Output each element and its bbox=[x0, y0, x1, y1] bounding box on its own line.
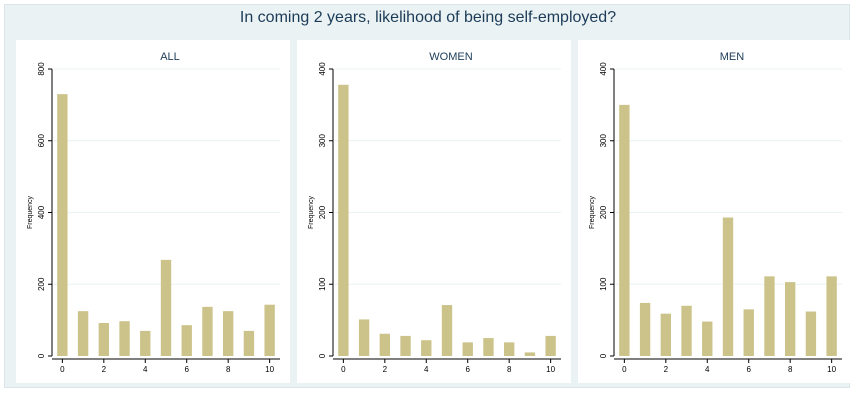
bar-all-5 bbox=[160, 259, 172, 356]
x-tick-label: 10 bbox=[265, 365, 274, 374]
panel-all: ALL 0 200 400 600 800 Frequency 0 2 4 6 8 10 bbox=[16, 40, 290, 383]
y-axis-label: Frequency bbox=[589, 195, 596, 229]
bar-women-1 bbox=[358, 319, 370, 356]
y-tick-label: 0 bbox=[318, 353, 327, 358]
y-tick-label: 200 bbox=[37, 277, 46, 291]
x-tick-label: 4 bbox=[143, 365, 148, 374]
bar-all-1 bbox=[77, 311, 89, 356]
bar-men-5 bbox=[722, 217, 734, 356]
x-tick-label: 6 bbox=[185, 365, 190, 374]
panel-men: MEN 0 100 200 300 400 Frequency 0 2 4 6 8 10 bbox=[578, 40, 852, 383]
x-tick-label: 10 bbox=[546, 365, 555, 374]
bar-all-6 bbox=[181, 325, 192, 356]
bar-men-1 bbox=[639, 302, 651, 356]
panel-title-women: WOMEN bbox=[429, 51, 472, 63]
x-tick-label: 8 bbox=[507, 365, 512, 374]
bar-women-4 bbox=[421, 340, 432, 356]
x-tick-label: 6 bbox=[747, 365, 752, 374]
y-axis-label: Frequency bbox=[308, 195, 315, 229]
bar-men-0 bbox=[619, 104, 630, 356]
panel-title-all: ALL bbox=[160, 51, 180, 63]
bar-men-4 bbox=[702, 321, 713, 356]
y-tick-label: 400 bbox=[599, 62, 608, 76]
y-tick-label: 0 bbox=[37, 353, 46, 358]
x-tick-label: 2 bbox=[664, 365, 669, 374]
y-tick-label: 400 bbox=[37, 205, 46, 219]
chart-svg-men: MEN 0 100 200 300 400 Frequency 0 2 4 6 8 10 bbox=[589, 51, 842, 374]
chart-svg-women: WOMEN 0 100 200 300 400 Frequency 0 2 4 6 8 10 bbox=[308, 51, 561, 374]
bar-all-0 bbox=[57, 94, 68, 357]
y-tick-label: 300 bbox=[599, 134, 608, 148]
bar-women-10 bbox=[545, 335, 556, 356]
bar-men-10 bbox=[826, 276, 837, 356]
y-axis-label: Frequency bbox=[27, 195, 34, 229]
x-tick-label: 10 bbox=[827, 365, 836, 374]
y-tick-label: 300 bbox=[318, 134, 327, 148]
x-tick-label: 2 bbox=[383, 365, 388, 374]
x-tick-label: 0 bbox=[60, 365, 65, 374]
bar-all-2 bbox=[98, 322, 109, 356]
bar-women-9 bbox=[524, 352, 536, 356]
bar-women-0 bbox=[338, 84, 349, 356]
y-tick-label: 100 bbox=[318, 277, 327, 291]
y-tick-label: 400 bbox=[318, 62, 327, 76]
bar-men-8 bbox=[785, 282, 796, 356]
bar-all-7 bbox=[202, 306, 213, 356]
bar-all-10 bbox=[264, 304, 275, 356]
x-tick-label: 8 bbox=[788, 365, 793, 374]
bar-women-5 bbox=[441, 305, 453, 356]
bar-women-6 bbox=[462, 342, 473, 356]
y-tick-label: 200 bbox=[318, 205, 327, 219]
x-tick-label: 6 bbox=[466, 365, 471, 374]
bar-men-2 bbox=[660, 313, 671, 356]
y-tick-label: 600 bbox=[37, 134, 46, 148]
bar-men-9 bbox=[805, 311, 817, 356]
bar-men-6 bbox=[743, 309, 754, 356]
x-tick-label: 4 bbox=[424, 365, 429, 374]
chart-svg-all: ALL 0 200 400 600 800 Frequency 0 2 4 6 8 10 bbox=[27, 51, 280, 374]
bar-all-3 bbox=[119, 321, 130, 356]
y-tick-label: 200 bbox=[599, 205, 608, 219]
bar-women-2 bbox=[379, 333, 390, 356]
y-tick-label: 100 bbox=[599, 277, 608, 291]
x-tick-label: 8 bbox=[226, 365, 231, 374]
chart-title: In coming 2 years, likelihood of being s… bbox=[239, 9, 617, 26]
bar-women-7 bbox=[483, 338, 494, 356]
bar-men-7 bbox=[764, 276, 775, 356]
bar-women-3 bbox=[400, 335, 411, 356]
x-tick-label: 4 bbox=[705, 365, 710, 374]
x-tick-label: 0 bbox=[341, 365, 346, 374]
y-tick-label: 0 bbox=[599, 353, 608, 358]
x-tick-label: 2 bbox=[102, 365, 107, 374]
bar-men-3 bbox=[681, 305, 692, 356]
y-tick-label: 800 bbox=[37, 62, 46, 76]
x-tick-label: 0 bbox=[622, 365, 627, 374]
panel-title-men: MEN bbox=[720, 51, 745, 63]
bar-all-8 bbox=[223, 311, 234, 356]
bar-women-8 bbox=[504, 342, 515, 356]
bar-all-4 bbox=[140, 330, 151, 356]
bar-all-9 bbox=[243, 330, 255, 356]
panel-women: WOMEN 0 100 200 300 400 Frequency 0 2 4 6 8 10 bbox=[297, 40, 571, 383]
